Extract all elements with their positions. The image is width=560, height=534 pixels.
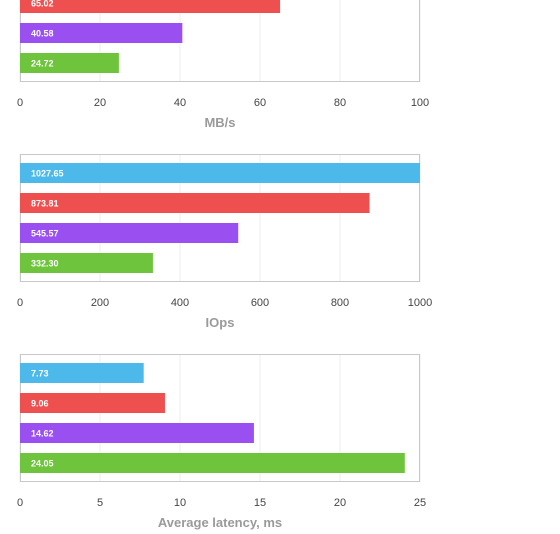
iops-chart: 1027.65 873.81 545.57 332.30 0 200 400 600 800 10… bbox=[0, 154, 560, 334]
bar bbox=[20, 223, 239, 243]
bar bbox=[20, 23, 183, 43]
bar bbox=[20, 0, 281, 13]
bar bbox=[20, 53, 119, 73]
bar bbox=[20, 453, 405, 473]
plot-frame bbox=[20, 354, 420, 482]
bar bbox=[20, 363, 144, 383]
throughput-chart-svg: 65.02 40.58 24.72 0 20 40 60 80 100 MB/s bbox=[17, 0, 429, 130]
x-tick-label: 0 bbox=[17, 297, 23, 309]
x-axis-label: MB/s bbox=[204, 115, 235, 130]
bar-value-label: 332.30 bbox=[31, 259, 59, 269]
plot-frame bbox=[20, 154, 420, 282]
bar bbox=[20, 393, 165, 413]
bar-value-label: 65.02 bbox=[31, 0, 54, 9]
bar-value-label: 873.81 bbox=[31, 199, 59, 209]
latency-chart: 7.73 9.06 14.62 24.05 0 5 10 15 20 25 Average late… bbox=[0, 354, 560, 534]
latency-chart-svg: 7.73 9.06 14.62 24.05 0 5 10 15 20 25 Average late… bbox=[17, 354, 426, 530]
bar bbox=[20, 253, 153, 273]
x-tick-label: 15 bbox=[254, 497, 266, 509]
x-tick-label: 20 bbox=[94, 97, 106, 109]
x-axis-label: Average latency, ms bbox=[158, 515, 282, 530]
bar-value-label: 14.62 bbox=[31, 429, 54, 439]
bar-value-label: 40.58 bbox=[31, 29, 54, 39]
bar-value-label: 1027.65 bbox=[31, 169, 64, 179]
x-tick-label: 400 bbox=[171, 297, 189, 309]
bar-value-label: 24.72 bbox=[31, 59, 54, 69]
x-tick-label: 800 bbox=[331, 297, 349, 309]
bar bbox=[20, 423, 254, 443]
x-tick-label: 80 bbox=[334, 97, 346, 109]
x-axis-label: IOps bbox=[206, 315, 235, 330]
bar-value-label: 545.57 bbox=[31, 229, 59, 239]
x-tick-label: 600 bbox=[251, 297, 269, 309]
x-tick-label: 10 bbox=[174, 497, 186, 509]
x-tick-label: 60 bbox=[254, 97, 266, 109]
plot-frame bbox=[20, 0, 420, 82]
x-tick-label: 1000 bbox=[408, 297, 432, 309]
bar bbox=[20, 193, 370, 213]
x-tick-label: 20 bbox=[334, 497, 346, 509]
x-tick-label: 40 bbox=[174, 97, 186, 109]
x-tick-label: 0 bbox=[17, 497, 23, 509]
x-tick-label: 200 bbox=[91, 297, 109, 309]
x-tick-label: 0 bbox=[17, 97, 23, 109]
bar bbox=[20, 163, 420, 183]
bar-value-label: 9.06 bbox=[31, 399, 49, 409]
x-tick-label: 25 bbox=[414, 497, 426, 509]
bar-value-label: 7.73 bbox=[31, 369, 49, 379]
throughput-chart: 65.02 40.58 24.72 0 20 40 60 80 100 MB/s bbox=[0, 0, 560, 134]
x-tick-label: 5 bbox=[97, 497, 103, 509]
x-tick-label: 100 bbox=[411, 97, 429, 109]
bar-value-label: 24.05 bbox=[31, 459, 54, 469]
iops-chart-svg: 1027.65 873.81 545.57 332.30 0 200 400 600 800 10… bbox=[17, 154, 432, 330]
